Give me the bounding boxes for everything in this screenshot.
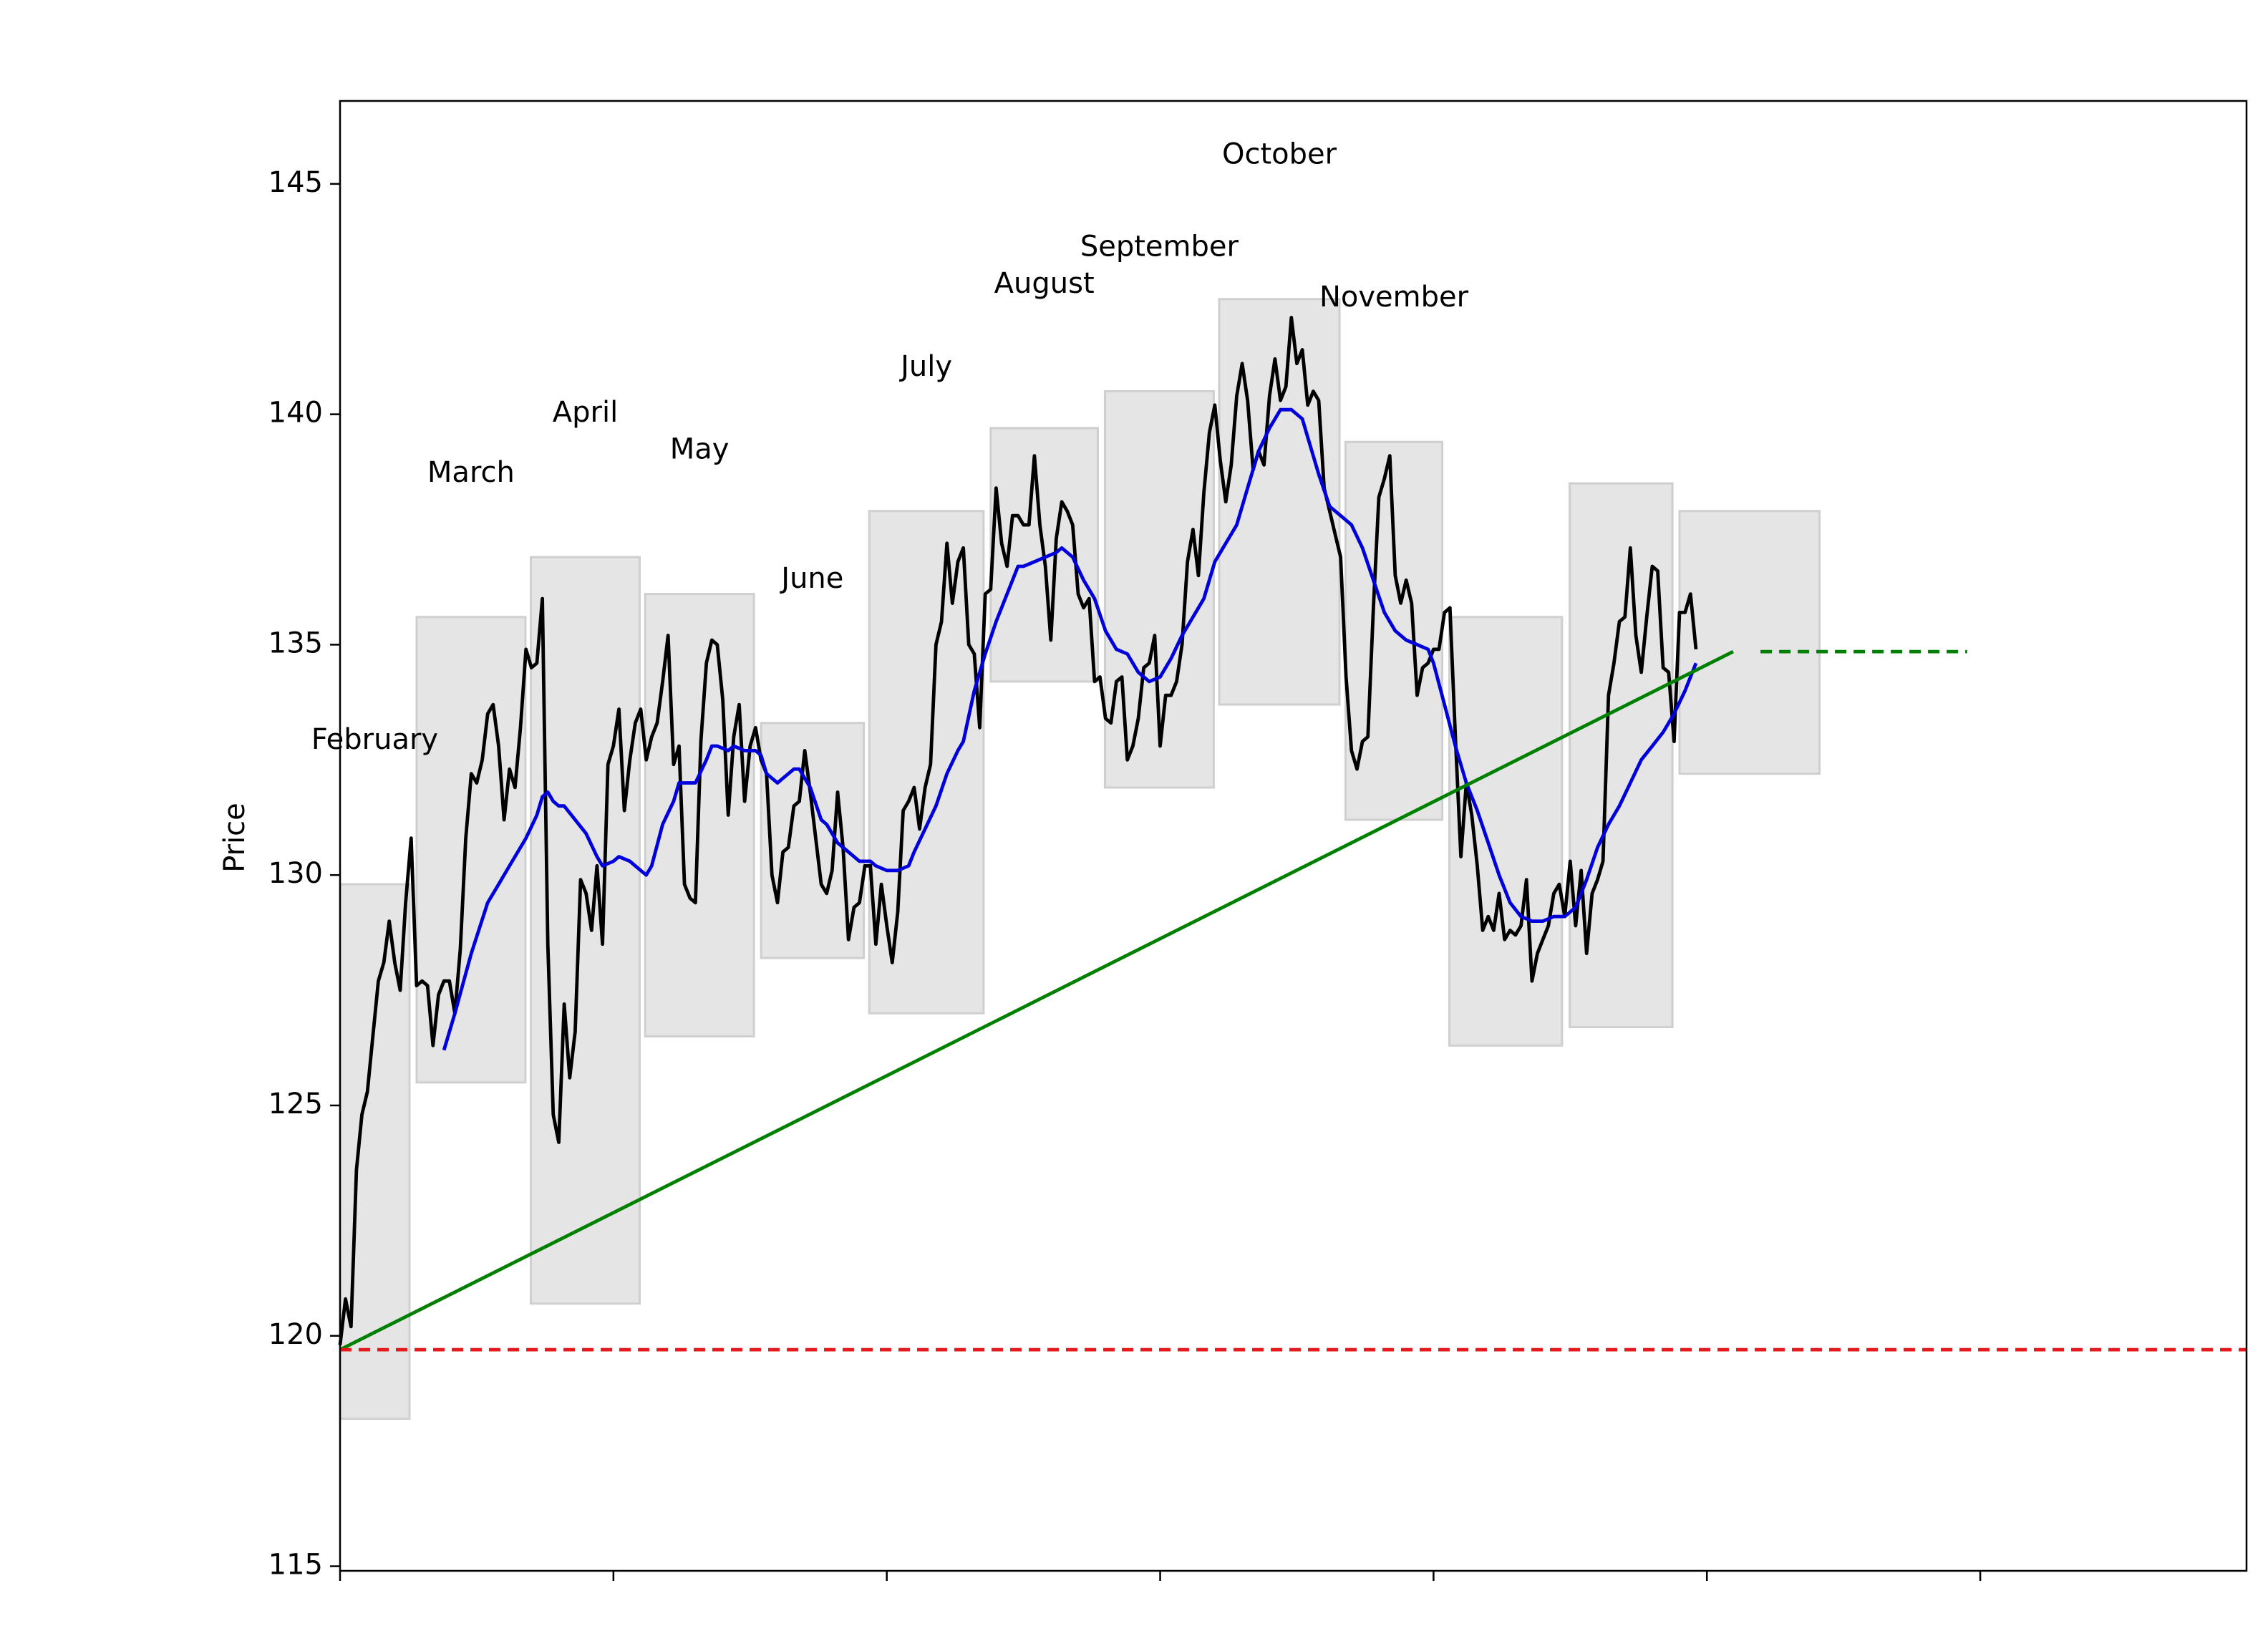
month-box [1678, 510, 1821, 775]
y-tick-label: 135 [268, 626, 323, 659]
month-label: June [779, 562, 843, 595]
month-label: May [670, 433, 730, 466]
month-label: March [427, 456, 515, 489]
y-tick-label: 130 [268, 857, 323, 890]
y-tick-label: 125 [268, 1088, 323, 1120]
plot-area [338, 298, 2247, 1420]
month-box [339, 883, 411, 1420]
month-label: October [1222, 138, 1337, 171]
y-tick-label: 145 [268, 166, 323, 199]
month-label: August [994, 267, 1095, 300]
y-tick-label: 140 [268, 397, 323, 430]
month-label: April [553, 396, 618, 429]
plot-frame [339, 100, 2248, 1572]
data-line [442, 407, 1698, 1051]
month-label: November [1319, 281, 1469, 314]
month-box [1218, 298, 1341, 706]
y-axis-label: Price [218, 803, 251, 873]
data-line [339, 649, 1734, 1352]
month-label: September [1080, 230, 1239, 263]
y-tick-label: 115 [268, 1549, 323, 1582]
month-box [415, 616, 527, 1084]
month-box [1448, 616, 1564, 1047]
month-label: July [898, 350, 952, 383]
data-line [338, 316, 1698, 1345]
month-label: February [311, 723, 438, 756]
y-tick-label: 120 [268, 1318, 323, 1351]
